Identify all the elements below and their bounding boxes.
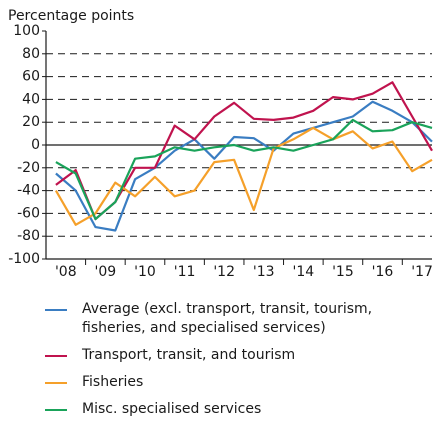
legend-swatch <box>45 355 67 357</box>
y-tick-label: -80 <box>17 228 40 244</box>
x-tick-label: '17 <box>411 264 433 280</box>
x-tick-label: '13 <box>253 264 275 280</box>
y-tick-label: -100 <box>8 251 40 267</box>
legend-swatch <box>45 409 67 411</box>
x-tick-label: '12 <box>213 264 235 280</box>
x-tick-label: '15 <box>332 264 354 280</box>
x-tick-label: '10 <box>134 264 156 280</box>
y-tick-label: 60 <box>22 69 40 85</box>
legend-item: Transport, transit, and tourism <box>0 346 437 365</box>
legend-label: Fisheries <box>82 374 144 390</box>
y-tick-label: 100 <box>13 23 40 39</box>
chart: Percentage points -100 -80 -60 -40 -20 0 20 40 6… <box>8 8 433 280</box>
y-tick-label: 80 <box>22 46 40 62</box>
legend-item: Average (excl. transport, transit, touri… <box>0 300 437 338</box>
x-tick-label: '16 <box>372 264 394 280</box>
x-tick-label: '11 <box>174 264 196 280</box>
y-tick-label: 40 <box>22 91 40 107</box>
x-tick-label: '08 <box>55 264 77 280</box>
y-tick-label: -60 <box>17 205 40 221</box>
x-tick-label: '14 <box>292 264 314 280</box>
legend-item: Misc. specialised services <box>0 400 437 419</box>
y-tick-label: 0 <box>31 137 40 153</box>
legend-label: Average (excl. transport, transit, touri… <box>82 301 373 336</box>
y-tick-label: -20 <box>17 160 40 176</box>
series-line <box>55 118 433 221</box>
x-tick-label: '09 <box>95 264 117 280</box>
legend-swatch <box>45 309 67 311</box>
series-line <box>54 126 433 226</box>
y-tick-label: -40 <box>17 183 40 199</box>
legend-label: Misc. specialised services <box>82 401 262 417</box>
legend-swatch <box>45 382 67 384</box>
legend-label: Transport, transit, and tourism <box>82 347 296 363</box>
legend: Average (excl. transport, transit, touri… <box>0 300 438 427</box>
legend-item: Fisheries <box>0 373 437 392</box>
y-axis-label: Percentage points <box>8 8 134 24</box>
series-line <box>55 100 433 232</box>
y-tick-label: 20 <box>22 114 40 130</box>
